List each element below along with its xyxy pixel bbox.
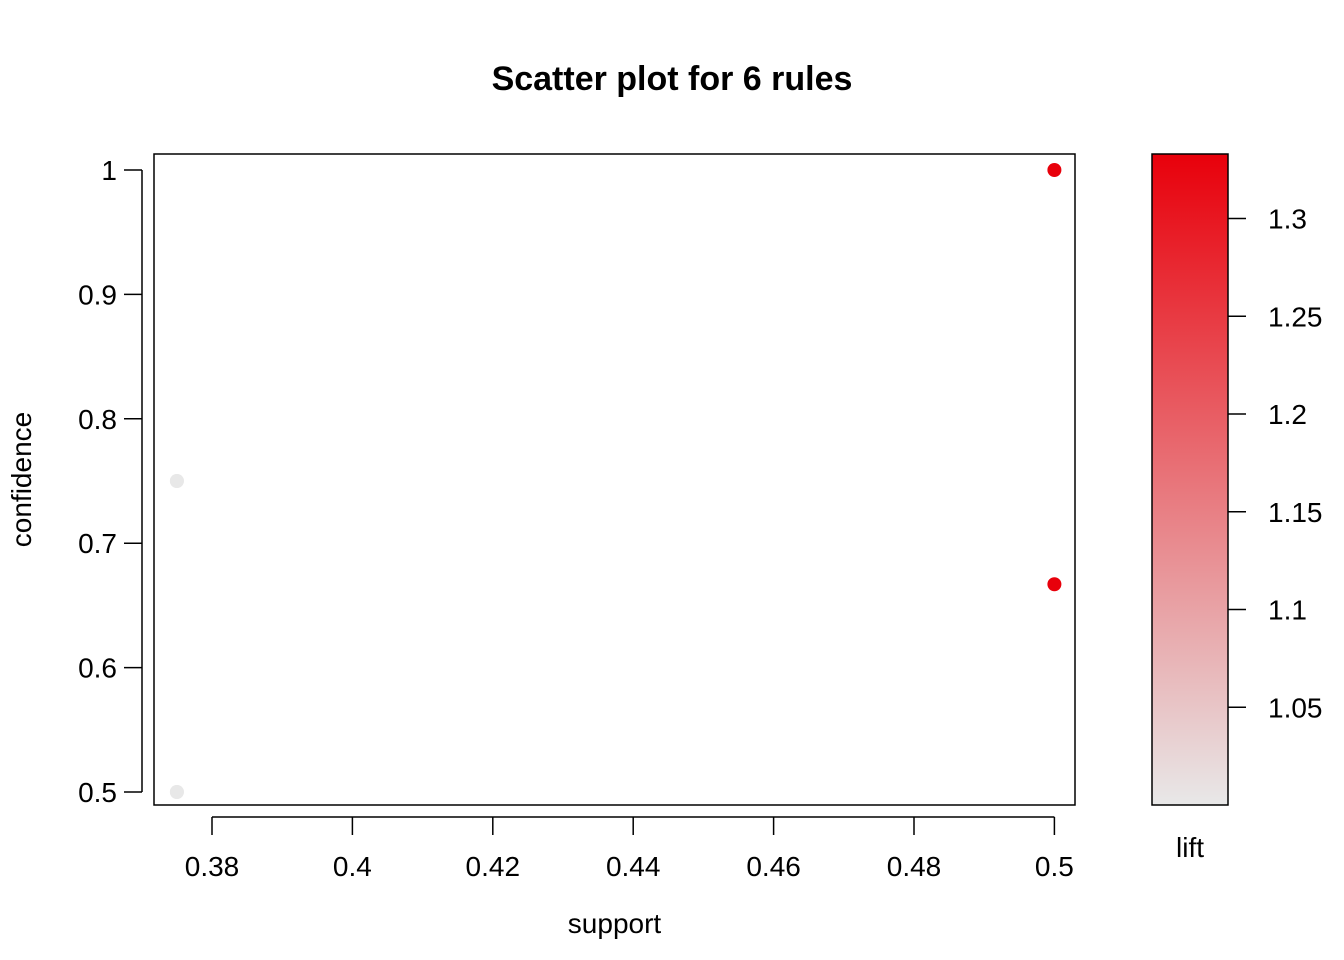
y-tick-label: 0.8	[78, 404, 117, 435]
y-axis-label: confidence	[6, 412, 37, 547]
color-legend-title: lift	[1176, 832, 1204, 863]
x-tick-label: 0.42	[466, 851, 521, 882]
y-tick-label: 0.5	[78, 777, 117, 808]
y-axis: 0.5 0.6 0.7 0.8 0.9 1	[78, 155, 143, 808]
data-point	[169, 474, 184, 488]
x-tick-label: 0.5	[1035, 851, 1074, 882]
x-tick-label: 0.44	[606, 851, 661, 882]
color-legend-tick-label: 1.25	[1268, 301, 1323, 332]
y-tick-label: 0.9	[78, 279, 117, 310]
color-legend-tick-label: 1.1	[1268, 595, 1307, 626]
color-legend-tick-label: 1.3	[1268, 204, 1307, 235]
data-point	[169, 785, 184, 799]
color-legend-tick-label: 1.2	[1268, 399, 1307, 430]
color-legend-tick-label: 1.15	[1268, 497, 1323, 528]
chart-title: Scatter plot for 6 rules	[492, 60, 853, 98]
x-tick-label: 0.46	[746, 851, 801, 882]
color-legend-tick-label: 1.05	[1268, 692, 1323, 723]
color-legend: 1.05 1.1 1.15 1.2 1.25 1.3 lift	[1151, 153, 1323, 863]
x-axis-label: support	[568, 908, 662, 939]
y-tick-label: 0.7	[78, 528, 117, 559]
data-point	[1047, 163, 1062, 177]
data-point	[1047, 577, 1062, 592]
x-tick-label: 0.4	[333, 851, 372, 882]
data-points	[169, 163, 1062, 799]
x-tick-label: 0.38	[185, 851, 240, 882]
y-tick-label: 1	[101, 155, 117, 186]
plot-area-frame	[153, 153, 1076, 806]
color-legend-ticks: 1.05 1.1 1.15 1.2 1.25 1.3	[1228, 204, 1323, 723]
y-tick-label: 0.6	[78, 653, 117, 684]
x-axis: 0.38 0.4 0.42 0.44 0.46 0.48 0.5	[185, 816, 1074, 882]
x-tick-label: 0.48	[887, 851, 942, 882]
color-legend-bar	[1151, 153, 1229, 806]
